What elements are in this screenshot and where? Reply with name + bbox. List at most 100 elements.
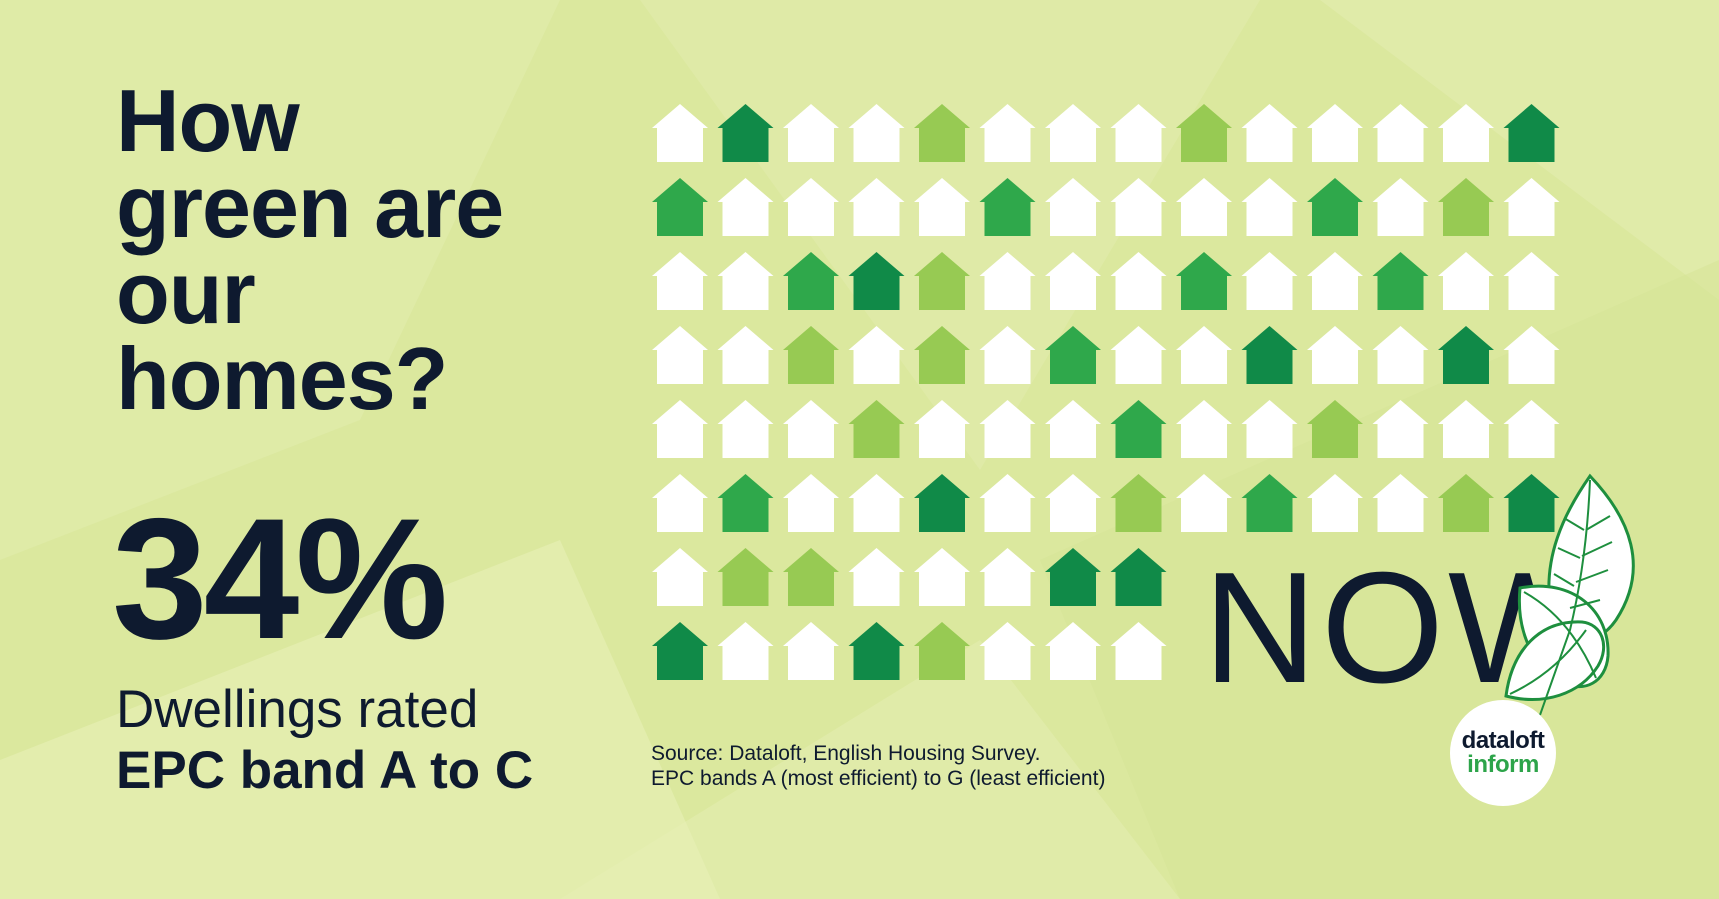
house-icon [914, 178, 970, 236]
house-icon [1045, 104, 1101, 162]
house-icon [1372, 400, 1429, 458]
house-icon [914, 326, 970, 384]
leaf-icon [1504, 473, 1635, 716]
house-icon [1438, 474, 1494, 532]
house-icon [848, 622, 905, 680]
house-icon [1045, 548, 1101, 606]
house-icon [1110, 252, 1167, 310]
house-icon [717, 326, 774, 384]
house-icon [717, 622, 774, 680]
house-icon [914, 474, 970, 532]
house-icon [848, 400, 905, 458]
stat-caption: Dwellings rated [116, 680, 479, 739]
house-icon [1176, 474, 1232, 532]
house-icon [979, 326, 1036, 384]
house-icon [979, 400, 1036, 458]
house-icon [1307, 326, 1363, 384]
house-icon [848, 326, 905, 384]
house-icon [1176, 326, 1232, 384]
house-icon [848, 474, 905, 532]
house-icon [848, 252, 905, 310]
house-icon [979, 252, 1036, 310]
house-icon [652, 178, 708, 236]
house-icon [848, 178, 905, 236]
house-icon [783, 178, 839, 236]
source-line-1: Source: Dataloft, English Housing Survey… [651, 742, 1041, 765]
house-icon [717, 104, 774, 162]
house-icon [1241, 400, 1298, 458]
house-icon [979, 104, 1036, 162]
house-icon [1045, 178, 1101, 236]
house-icon [1503, 400, 1560, 458]
source-note: Source: Dataloft, English Housing Survey… [651, 741, 1105, 791]
house-icon [1438, 252, 1494, 310]
house-icon [652, 400, 708, 458]
house-icon [717, 252, 774, 310]
house-icon [1503, 252, 1560, 310]
house-icon [1110, 622, 1167, 680]
house-icon [1503, 178, 1560, 236]
source-line-2: EPC bands A (most efficient) to G (least… [651, 767, 1106, 790]
house-icon [1110, 326, 1167, 384]
house-icon [783, 104, 839, 162]
house-icon [783, 622, 839, 680]
house-icon [1045, 400, 1101, 458]
house-icon [717, 178, 774, 236]
house-icon [783, 474, 839, 532]
house-icon [652, 474, 708, 532]
house-icon [1176, 400, 1232, 458]
house-icon [652, 326, 708, 384]
house-icon [1438, 178, 1494, 236]
house-icon [1045, 622, 1101, 680]
house-icon [652, 104, 708, 162]
house-icon [1438, 400, 1494, 458]
house-icon [783, 400, 839, 458]
house-icon [979, 622, 1036, 680]
house-icon [1176, 178, 1232, 236]
house-icon [979, 178, 1036, 236]
house-icon [979, 474, 1036, 532]
headline: How green are our homes? [116, 71, 504, 428]
house-icon [1176, 104, 1232, 162]
house-icon [1372, 104, 1429, 162]
house-icon [1110, 474, 1167, 532]
stat-value: 34% [112, 483, 448, 675]
house-icon [914, 548, 970, 606]
house-icon [1307, 178, 1363, 236]
house-icon [1307, 104, 1363, 162]
house-icon [1176, 252, 1232, 310]
house-icon [1307, 474, 1363, 532]
house-icon [1307, 252, 1363, 310]
house-icon [979, 548, 1036, 606]
house-icon [783, 548, 839, 606]
dataloft-logo: dataloft inform [1450, 700, 1556, 806]
house-icon [1241, 104, 1298, 162]
house-icon [783, 252, 839, 310]
house-icon [914, 104, 970, 162]
logo-line-1: dataloft [1461, 727, 1545, 754]
house-icon [848, 104, 905, 162]
house-icon [1307, 400, 1363, 458]
house-icon [652, 548, 708, 606]
house-icon [1241, 178, 1298, 236]
house-icon [1110, 400, 1167, 458]
house-icon [1045, 474, 1101, 532]
house-icon [1372, 326, 1429, 384]
house-icon [717, 400, 774, 458]
house-icon [1045, 252, 1101, 310]
house-icon [914, 622, 970, 680]
house-icon [717, 474, 774, 532]
house-icon [1241, 252, 1298, 310]
house-icon [1110, 104, 1167, 162]
house-icon [1110, 178, 1167, 236]
stat-caption-bold: EPC band A to C [116, 741, 534, 800]
house-icon [1372, 474, 1429, 532]
house-icon [914, 400, 970, 458]
house-icon [1503, 474, 1560, 532]
house-icon [1372, 178, 1429, 236]
house-icon [848, 548, 905, 606]
house-icon [1503, 104, 1560, 162]
house-icon [1241, 474, 1298, 532]
house-icon [783, 326, 839, 384]
